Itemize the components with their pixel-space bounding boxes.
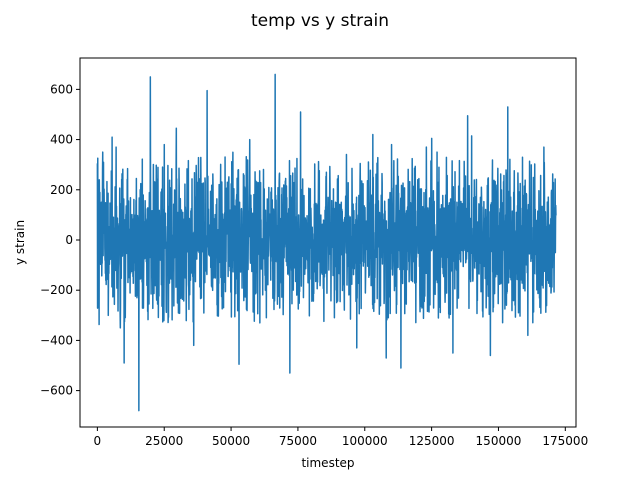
x-axis-ticks: 0 25000 50000 75000 100000 125000 150000 175000 [94, 427, 588, 448]
y-tick-label: 0 [65, 233, 73, 247]
y-tick-label: −200 [40, 283, 73, 297]
chart-title: temp vs y strain [251, 11, 389, 31]
plot-frame [79, 57, 577, 428]
y-axis-ticks: −600 −400 −200 0 200 400 600 [40, 82, 80, 398]
y-tick-label: 400 [50, 133, 73, 147]
series-line [96, 73, 557, 412]
x-axis-label: timestep [301, 456, 354, 470]
y-axis-label: y strain [13, 220, 27, 265]
series-layer [96, 73, 557, 412]
y-tick-label: −600 [40, 384, 73, 398]
x-tick-label: 125000 [409, 434, 455, 448]
y-tick-label: 200 [50, 183, 73, 197]
x-tick-label: 150000 [476, 434, 522, 448]
x-tick-label: 50000 [212, 434, 250, 448]
x-tick-label: 175000 [542, 434, 588, 448]
x-tick-label: 75000 [279, 434, 317, 448]
y-tick-label: 600 [50, 82, 73, 96]
y-tick-label: −400 [40, 333, 73, 347]
x-tick-label: 100000 [342, 434, 388, 448]
x-tick-label: 0 [94, 434, 102, 448]
x-tick-label: 25000 [145, 434, 183, 448]
